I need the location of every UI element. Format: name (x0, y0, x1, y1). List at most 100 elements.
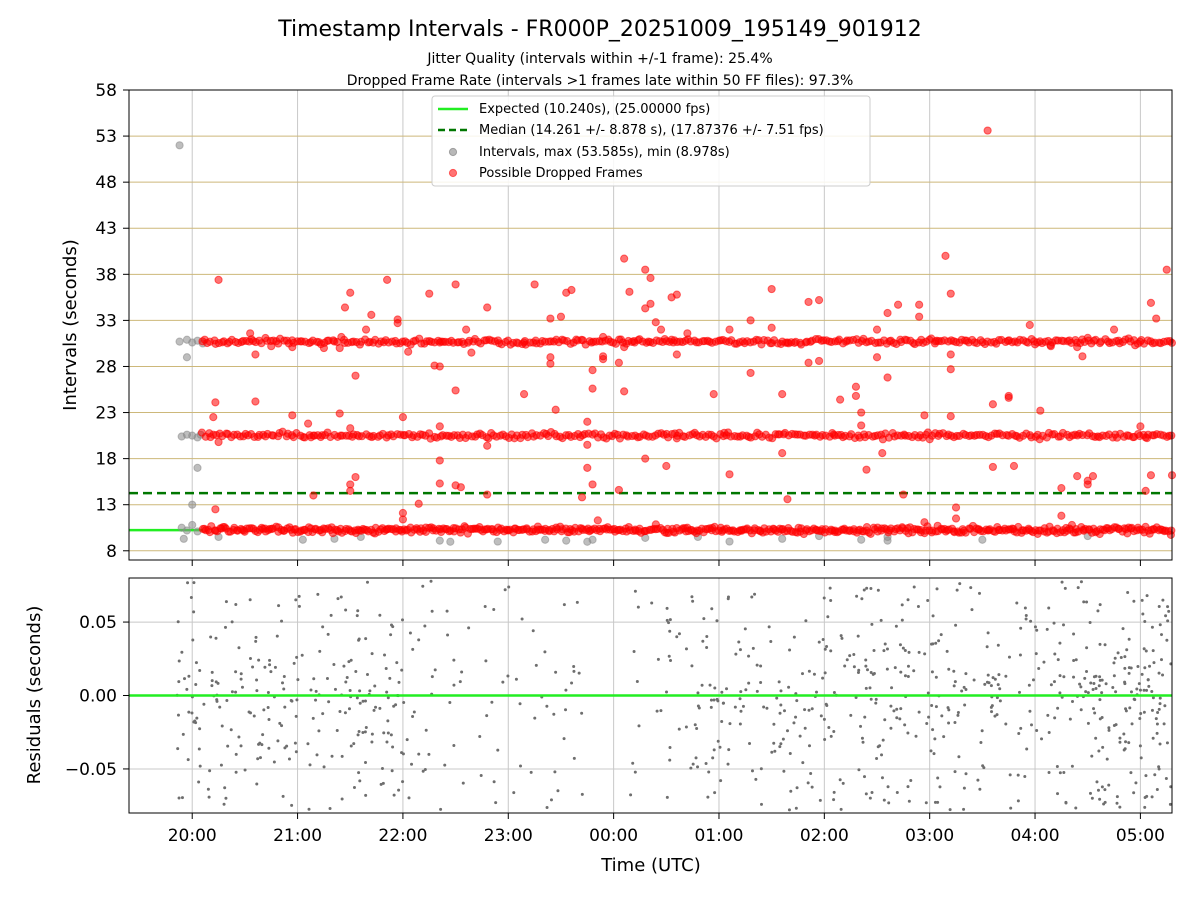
residual-point (364, 760, 368, 764)
residual-point (234, 770, 238, 774)
residual-point (263, 665, 267, 669)
residual-point (1143, 666, 1147, 670)
residual-point (180, 650, 184, 654)
residual-point (237, 646, 241, 650)
residual-point (230, 690, 234, 694)
residual-point (1096, 609, 1100, 613)
residual-point (195, 716, 199, 720)
residual-point (330, 754, 334, 758)
residual-point (986, 673, 990, 677)
residual-point (668, 629, 672, 633)
residual-point (332, 662, 336, 666)
dropped-frame-point (1162, 265, 1171, 274)
residual-point (635, 680, 639, 684)
residual-point (823, 738, 827, 742)
residual-point (378, 613, 382, 617)
residual-point (788, 751, 792, 755)
residual-point (629, 793, 633, 797)
residual-point (490, 700, 494, 704)
residual-point (383, 653, 387, 657)
residual-point (1017, 732, 1021, 736)
residual-point (439, 807, 443, 811)
residual-point (1164, 777, 1168, 781)
dropped-frame-point (620, 343, 629, 352)
residual-point (936, 776, 940, 780)
residual-point (1138, 744, 1142, 748)
intervals-y-tick-label: 43 (95, 219, 117, 239)
residual-point (1097, 749, 1101, 753)
residual-point (719, 779, 723, 783)
residual-point (806, 781, 810, 785)
residual-point (935, 587, 939, 591)
interval-point (188, 520, 197, 530)
dropped-frame-point (425, 289, 434, 298)
residual-point (191, 638, 195, 642)
residual-point (901, 646, 905, 650)
x-tick-label: 22:00 (378, 826, 427, 846)
residual-point (229, 728, 233, 732)
residual-point (518, 702, 522, 706)
residual-point (1024, 613, 1028, 617)
dropped-frame-point (709, 390, 718, 399)
dropped-frame-point (1167, 431, 1176, 440)
residual-point (333, 687, 337, 691)
residual-point (956, 713, 960, 717)
residual-point (848, 654, 852, 658)
residual-point (782, 709, 786, 713)
residual-point (1167, 609, 1171, 613)
dropped-frame-point (593, 516, 602, 525)
residual-point (817, 640, 821, 644)
dropped-frame-point (983, 126, 992, 135)
residual-point (283, 746, 287, 750)
residual-point (859, 724, 863, 728)
residual-point (328, 806, 332, 810)
residual-point (1121, 627, 1125, 631)
residual-point (1062, 771, 1066, 775)
residual-point (411, 715, 415, 719)
residual-point (1053, 652, 1057, 656)
residual-point (1079, 708, 1083, 712)
residual-point (283, 705, 287, 709)
dropped-frame-point (483, 303, 492, 312)
residual-point (807, 669, 811, 673)
residual-point (243, 768, 247, 772)
residual-point (277, 604, 281, 608)
residual-point (945, 649, 949, 653)
residual-point (855, 594, 859, 598)
interval-point (778, 534, 787, 543)
residual-point (224, 796, 228, 800)
residual-point (788, 648, 792, 652)
residual-point (1018, 690, 1022, 694)
residual-point (1157, 707, 1161, 711)
residual-point (881, 738, 885, 742)
residual-point (690, 664, 694, 668)
intervals-plot-frame (128, 89, 1173, 561)
residual-point (870, 790, 874, 794)
residual-point (926, 691, 930, 695)
residual-point (210, 684, 214, 688)
residual-point (875, 757, 879, 761)
residual-point (738, 697, 742, 701)
residual-point (810, 785, 814, 789)
dropped-frame-point (862, 465, 871, 474)
residual-point (779, 742, 783, 746)
residual-point (237, 735, 241, 739)
residual-point (964, 772, 968, 776)
residual-point (262, 708, 266, 712)
interval-point (493, 537, 502, 546)
residual-point (979, 741, 983, 745)
dropped-frame-point (361, 325, 371, 334)
residual-point (494, 801, 498, 805)
dropped-frame-point (1141, 433, 1150, 442)
residual-point (1164, 614, 1168, 618)
dropped-frame-point (335, 409, 344, 418)
residual-point (317, 729, 321, 733)
residual-point (930, 670, 934, 674)
residual-point (926, 599, 930, 603)
residual-point (408, 631, 412, 635)
residual-point (321, 625, 325, 629)
dropped-frame-point (804, 297, 813, 307)
residual-point (995, 713, 999, 717)
residual-point (1076, 586, 1080, 590)
residual-point (1145, 688, 1149, 692)
